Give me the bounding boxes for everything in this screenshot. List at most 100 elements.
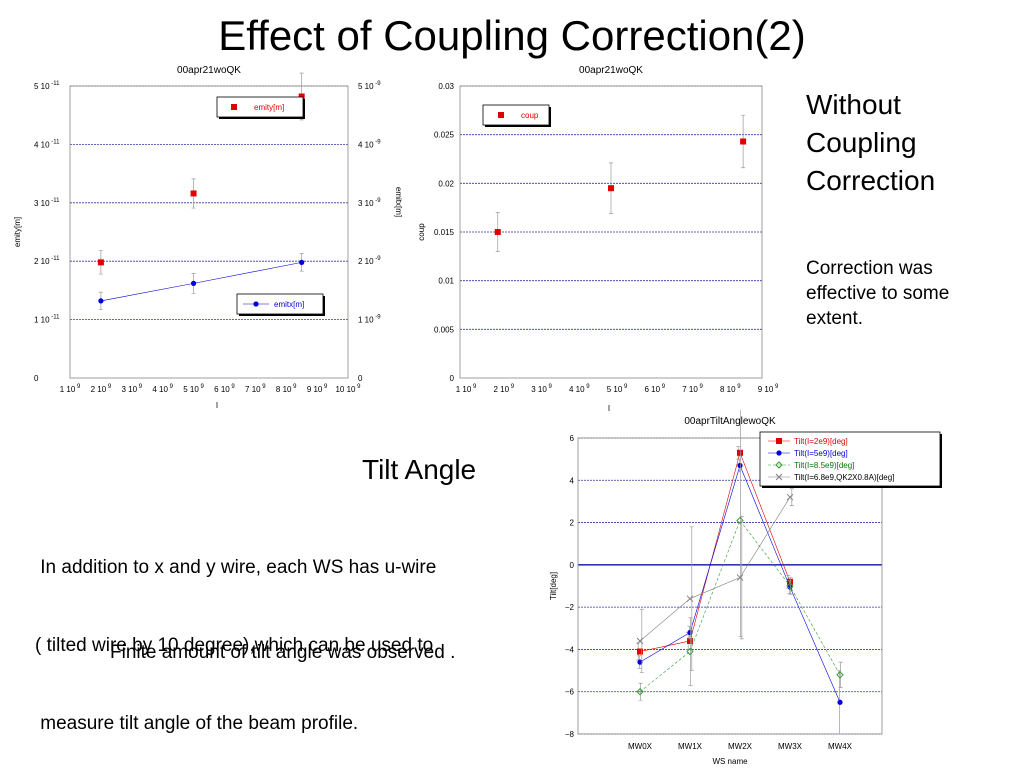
- emit-y-left-tick: 2 10 -11: [34, 256, 60, 266]
- emit-data-point: [298, 93, 305, 100]
- emit-y-left-tick: 4 10 -11: [34, 139, 60, 149]
- tilt-x-tick: MW3X: [778, 742, 803, 751]
- coup-data-point: [740, 138, 747, 145]
- coup-y-tick: 0.01: [438, 277, 454, 286]
- tilt-x-tick: MW4X: [828, 742, 853, 751]
- coup-y-tick: 0.03: [438, 82, 454, 91]
- tilt-error-bar: [739, 515, 744, 640]
- emit-data-point: [190, 190, 197, 197]
- tilt-error-bar: [788, 577, 793, 595]
- emit-plot-frame: [69, 85, 349, 379]
- tilt-series-line: [639, 519, 841, 692]
- slide-title: Effect of Coupling Correction(2): [218, 12, 806, 59]
- emit-x-tick: 10 10 9: [335, 384, 361, 394]
- tilt-chart-title: 00aprTiltAnglewoQK: [684, 416, 776, 427]
- emit-y-left-tick: 5 10 -11: [34, 81, 60, 91]
- tilt-series-line: [639, 451, 791, 652]
- emit-y-right-tick: 4 10 -9: [358, 139, 381, 149]
- coup-data-point: [608, 185, 614, 192]
- emit-y-right-tick: 3 10 -9: [358, 198, 381, 208]
- emit-data-point: [97, 259, 104, 266]
- coup-y-tick: 0.025: [434, 131, 455, 140]
- tilt-data-point: [736, 574, 744, 581]
- coup-x-tick: 3 10 9: [531, 384, 552, 394]
- tilt-y-tick: −6: [565, 688, 575, 697]
- tilt-error-bar: [689, 526, 694, 671]
- tilt-y-label: Tilt[deg]: [549, 572, 558, 600]
- tilt-heading: Tilt Angle: [362, 454, 477, 485]
- side-heading-line-3: Correction: [806, 165, 936, 196]
- coup-x-tick: 1 10 9: [456, 384, 477, 394]
- coup-x-tick: 8 10 9: [720, 384, 741, 394]
- tilt-paragraph: In addition to x and y wire, each WS has…: [35, 503, 436, 763]
- tilt-data-point: [636, 637, 644, 645]
- coup-x-label: I: [608, 404, 610, 413]
- tilt-error-bar: [838, 661, 843, 688]
- coup-x-tick: 5 10 9: [607, 384, 628, 394]
- emit-y-right-tick: 2 10 -9: [358, 256, 381, 266]
- tilt-data-point: [637, 648, 643, 655]
- emit-data-point: [299, 259, 305, 265]
- emit-data-point: [190, 280, 197, 286]
- tilt-data-point: [686, 595, 694, 603]
- coup-x-tick: 7 10 9: [682, 384, 703, 394]
- coup-plot-frame: [459, 85, 763, 379]
- tilt-x-tick: MW0X: [628, 742, 653, 751]
- emit-legend-emity: [216, 96, 304, 118]
- tilt-data-point: [737, 449, 743, 456]
- tilt-x-label: WS name: [712, 757, 748, 766]
- tilt-paragraph-line-3: measure tilt angle of the beam profile.: [35, 713, 359, 734]
- emit-x-tick: 2 10 9: [91, 384, 112, 394]
- emit-y-left-tick: 0: [34, 374, 39, 383]
- tilt-y-tick: 2: [570, 519, 575, 528]
- coup-y-tick: 0.005: [434, 325, 455, 334]
- coup-legend-marker: [498, 112, 504, 118]
- emit-y-right-tick: 0: [358, 374, 363, 383]
- tilt-data-point: [687, 629, 693, 636]
- emit-x-tick: 6 10 9: [214, 384, 235, 394]
- coup-x-tick: 9 10 9: [758, 384, 779, 394]
- tilt-data-point: [687, 637, 693, 644]
- side-heading-line-1: Without: [806, 89, 901, 120]
- tilt-y-tick: −8: [565, 730, 575, 739]
- coup-chart-title: 00apr21woQK: [579, 65, 643, 76]
- tilt-data-point: [636, 688, 644, 696]
- coupling-chart: 00apr21woQK 0 0.005 0.01 0.015 0.02 0.025 0.03 1…: [417, 65, 779, 413]
- tilt-error-bar: [789, 488, 794, 507]
- tilt-legend-marker: [776, 438, 782, 444]
- coup-y-tick: 0: [450, 374, 455, 383]
- emit-y-left-tick: 3 10 -11: [34, 198, 60, 208]
- emit-y-left-label: emity[m]: [13, 217, 22, 247]
- side-heading-line-2: Coupling: [806, 127, 917, 158]
- tilt-y-tick: 4: [570, 476, 575, 485]
- emit-legend-emitx-marker: [253, 301, 259, 307]
- tilt-angle-chart: 00aprTiltAnglewoQK 6 4 2 0 −2 −4 −6 −8 MW0X MW1X MW…: [549, 410, 942, 766]
- tilt-x-tick: MW1X: [678, 742, 703, 751]
- tilt-y-tick: −2: [565, 603, 575, 612]
- side-heading: Without Coupling Correction: [806, 86, 935, 200]
- tilt-legend-label: Tilt(I=6.8e9,QK2X0.8A)[deg]: [794, 473, 894, 482]
- tilt-legend-marker: [775, 473, 783, 481]
- coup-legend: [482, 104, 550, 126]
- side-note-line-3: extent.: [806, 308, 864, 329]
- coup-legend-label: coup: [521, 111, 539, 120]
- emit-x-tick: 3 10 9: [121, 384, 142, 394]
- tilt-series-line: [639, 464, 841, 703]
- finite-note: Finite amount of tilt angle was observed…: [110, 642, 456, 663]
- emit-legend-emity-label: emity[m]: [254, 103, 284, 112]
- tilt-data-point: [637, 659, 643, 665]
- emit-x-tick: 4 10 9: [152, 384, 173, 394]
- emit-data-point: [98, 298, 104, 304]
- tilt-legend-label: Tilt(I=5e9)[deg]: [794, 449, 848, 458]
- tilt-error-bar: [638, 682, 643, 701]
- emit-x-label: I: [216, 401, 218, 410]
- tilt-data-point: [737, 462, 743, 469]
- tilt-error-bar: [639, 608, 644, 674]
- emit-y-right-label: emitx[m]: [394, 187, 403, 217]
- coup-y-label: coup: [417, 223, 426, 241]
- coup-y-tick: 0.015: [434, 228, 455, 237]
- coup-data-point: [494, 229, 501, 235]
- tilt-paragraph-line-1: In addition to x and y wire, each WS has…: [35, 557, 437, 578]
- tilt-legend-marker: [776, 450, 782, 456]
- tilt-series-line: [639, 497, 791, 642]
